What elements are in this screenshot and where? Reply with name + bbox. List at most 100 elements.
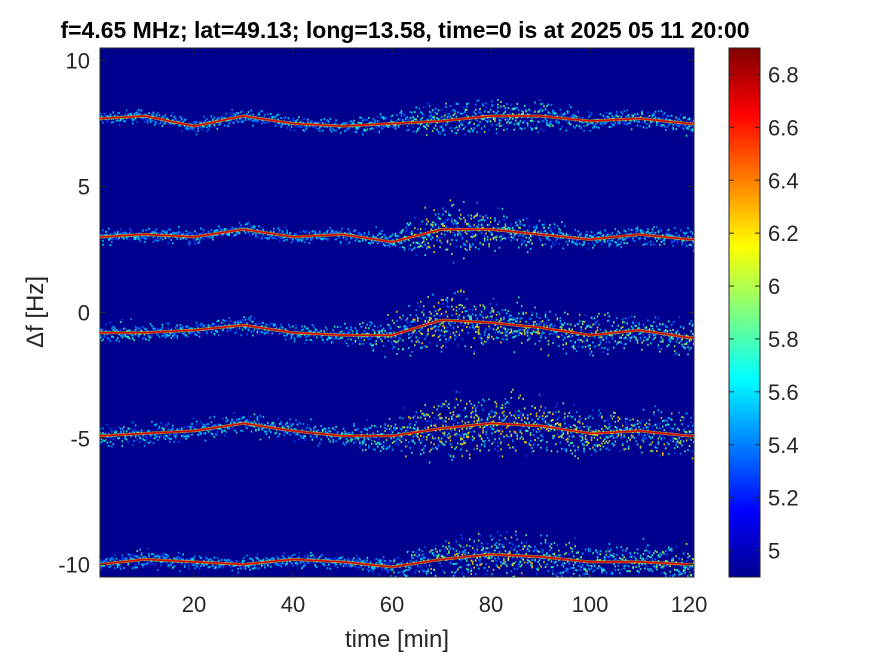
trace-speckle: [402, 246, 404, 249]
trace-speckle: [662, 234, 664, 237]
trace-speckle: [246, 427, 248, 430]
trace-speckle: [463, 127, 465, 130]
trace-speckle: [440, 417, 443, 420]
trace-speckle: [440, 298, 443, 301]
trace-speckle: [350, 325, 352, 328]
trace-speckle: [118, 123, 121, 126]
trace-speckle: [220, 431, 223, 434]
trace-speckle: [305, 230, 308, 233]
trace-speckle: [465, 223, 468, 226]
trace-speckle: [446, 305, 449, 308]
trace-speckle: [641, 110, 643, 113]
trace-speckle: [313, 325, 315, 328]
trace-speckle: [501, 237, 504, 240]
trace-speckle: [540, 321, 542, 324]
trace-speckle: [117, 330, 119, 333]
trace-speckle: [568, 327, 571, 330]
trace-speckle: [359, 323, 361, 326]
trace-speckle: [145, 338, 147, 341]
trace-speckle: [666, 331, 669, 334]
trace-speckle: [522, 110, 525, 113]
trace-speckle: [647, 116, 649, 119]
trace-speckle: [209, 416, 211, 419]
trace-speckle: [458, 331, 461, 334]
trace-speckle: [206, 117, 208, 120]
trace-speckle: [354, 327, 357, 330]
trace-speckle: [163, 115, 165, 118]
trace-speckle: [565, 343, 568, 346]
trace-speckle: [464, 133, 467, 136]
trace-speckle: [559, 322, 562, 325]
trace-speckle: [287, 323, 290, 326]
trace-speckle: [506, 334, 508, 337]
trace-speckle: [525, 244, 527, 247]
trace-speckle: [434, 223, 437, 226]
trace-speckle: [357, 240, 360, 243]
trace-speckle: [275, 124, 278, 127]
trace-speckle: [379, 449, 382, 452]
trace-speckle: [223, 434, 226, 437]
trace-speckle: [553, 223, 556, 226]
trace-speckle: [363, 232, 366, 235]
trace-speckle: [295, 120, 297, 123]
trace-speckle: [648, 231, 651, 234]
trace-speckle: [416, 228, 419, 231]
trace-speckle: [578, 320, 581, 323]
trace-speckle: [479, 229, 481, 232]
trace-speckle: [442, 344, 444, 347]
trace-speckle: [633, 240, 636, 243]
trace-speckle: [145, 435, 147, 438]
trace-speckle: [641, 229, 643, 232]
trace-speckle: [234, 421, 236, 424]
trace-speckle: [540, 348, 542, 351]
trace-speckle: [329, 126, 331, 129]
trace-speckle: [685, 342, 688, 345]
trace-speckle: [440, 322, 443, 325]
trace-speckle: [691, 332, 694, 335]
trace-speckle: [620, 327, 623, 330]
trace-speckle: [555, 236, 557, 239]
trace-speckle: [629, 337, 631, 340]
trace-speckle: [574, 126, 576, 129]
trace-speckle: [455, 126, 458, 129]
trace-speckle: [292, 239, 294, 242]
trace-speckle: [547, 238, 550, 241]
trace-speckle: [485, 214, 487, 217]
trace-speckle: [259, 414, 262, 417]
trace-speckle: [547, 103, 550, 106]
trace-speckle: [433, 115, 435, 118]
trace-speckle: [356, 436, 358, 439]
trace-speckle: [201, 125, 204, 128]
trace-speckle: [174, 232, 177, 235]
trace-speckle: [327, 430, 330, 433]
trace-speckle: [468, 225, 471, 228]
trace-speckle: [223, 324, 226, 327]
trace-speckle: [391, 126, 394, 129]
trace-speckle: [504, 106, 507, 109]
trace-speckle: [387, 244, 389, 247]
trace-speckle: [479, 107, 481, 110]
trace-speckle: [482, 218, 484, 221]
trace-speckle: [657, 230, 660, 233]
trace-speckle: [281, 237, 284, 240]
trace-speckle: [400, 110, 403, 113]
trace-speckle: [274, 432, 277, 435]
trace-speckle: [393, 429, 395, 432]
trace-speckle: [669, 339, 672, 342]
trace-speckle: [114, 429, 116, 432]
trace-speckle: [470, 214, 473, 217]
trace-speckle: [523, 127, 526, 130]
trace-speckle: [506, 228, 508, 231]
trace-speckle: [376, 441, 379, 444]
trace-speckle: [550, 323, 553, 326]
trace-speckle: [425, 345, 428, 348]
trace-speckle: [679, 113, 682, 116]
trace-speckle: [477, 111, 480, 114]
trace-speckle: [310, 418, 312, 421]
trace-speckle: [406, 445, 409, 448]
trace-speckle: [295, 237, 297, 240]
trace-speckle: [463, 120, 465, 123]
trace-speckle: [639, 338, 642, 341]
trace-speckle: [614, 333, 617, 336]
trace-speckle: [145, 237, 147, 240]
